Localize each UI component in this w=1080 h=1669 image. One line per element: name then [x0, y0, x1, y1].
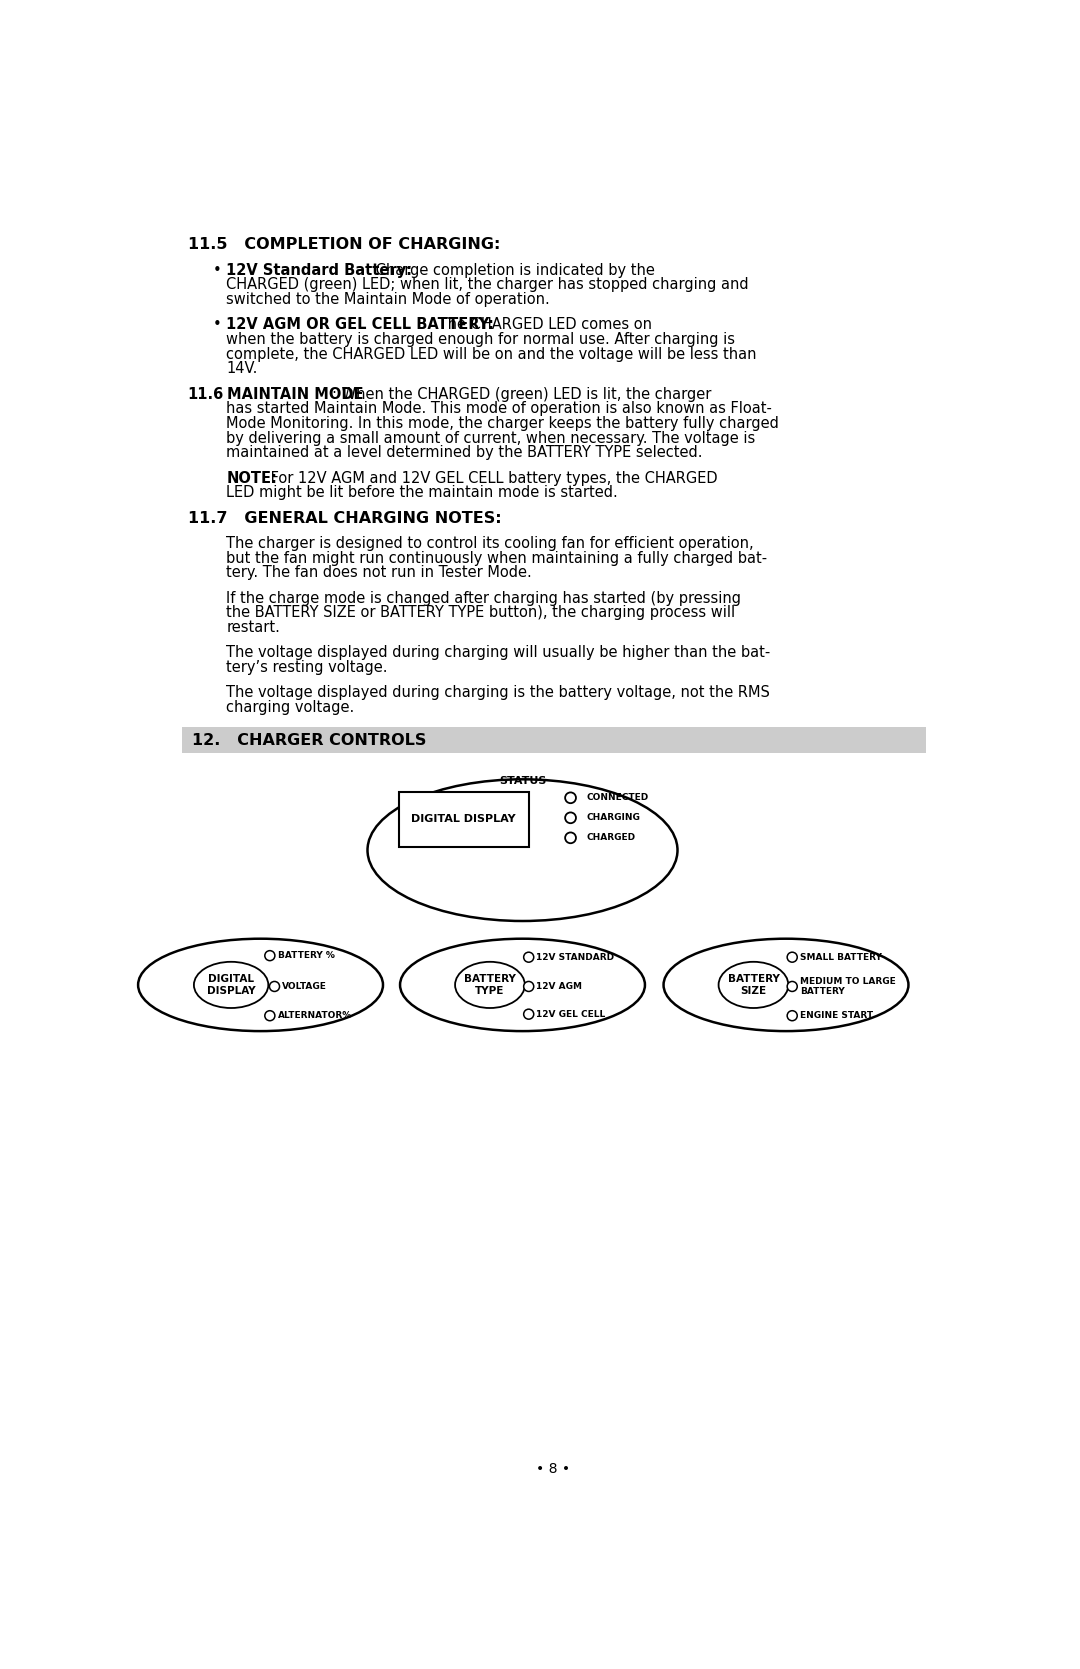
Text: SMALL BATTERY: SMALL BATTERY	[800, 953, 882, 961]
Ellipse shape	[455, 961, 525, 1008]
Text: The CHARGED LED comes on: The CHARGED LED comes on	[434, 317, 652, 332]
Text: 11.7   GENERAL CHARGING NOTES:: 11.7 GENERAL CHARGING NOTES:	[188, 511, 501, 526]
Text: BATTERY
SIZE: BATTERY SIZE	[728, 975, 780, 996]
Text: but the fan might run continuously when maintaining a fully charged bat-: but the fan might run continuously when …	[227, 551, 768, 566]
Ellipse shape	[663, 938, 908, 1031]
Text: 12V GEL CELL: 12V GEL CELL	[537, 1010, 606, 1018]
Text: 12V AGM: 12V AGM	[537, 981, 582, 991]
Text: restart.: restart.	[227, 619, 281, 634]
Text: maintained at a level determined by the BATTERY TYPE selected.: maintained at a level determined by the …	[227, 446, 703, 461]
Text: tery. The fan does not run in Tester Mode.: tery. The fan does not run in Tester Mod…	[227, 566, 532, 581]
Text: BATTERY
TYPE: BATTERY TYPE	[464, 975, 516, 996]
Circle shape	[270, 981, 280, 991]
Text: If the charge mode is changed after charging has started (by pressing: If the charge mode is changed after char…	[227, 591, 742, 606]
Text: CHARGED: CHARGED	[586, 833, 635, 843]
Circle shape	[565, 833, 576, 843]
Text: CHARGING: CHARGING	[586, 813, 640, 823]
Text: For 12V AGM and 12V GEL CELL battery types, the CHARGED: For 12V AGM and 12V GEL CELL battery typ…	[266, 471, 717, 486]
Text: STATUS: STATUS	[499, 776, 546, 786]
Text: when the battery is charged enough for normal use. After charging is: when the battery is charged enough for n…	[227, 332, 735, 347]
Text: BATTERY %: BATTERY %	[278, 951, 335, 960]
Circle shape	[565, 813, 576, 823]
Text: 12V AGM OR GEL CELL BATTERY:: 12V AGM OR GEL CELL BATTERY:	[227, 317, 495, 332]
Text: : When the CHARGED (green) LED is lit, the charger: : When the CHARGED (green) LED is lit, t…	[333, 387, 712, 402]
Text: by delivering a small amount of current, when necessary. The voltage is: by delivering a small amount of current,…	[227, 431, 756, 446]
Circle shape	[524, 1010, 534, 1020]
Text: tery’s resting voltage.: tery’s resting voltage.	[227, 659, 388, 674]
Circle shape	[787, 1011, 797, 1021]
Ellipse shape	[138, 938, 383, 1031]
FancyBboxPatch shape	[399, 791, 529, 848]
Text: The voltage displayed during charging will usually be higher than the bat-: The voltage displayed during charging wi…	[227, 646, 771, 661]
Text: ENGINE START: ENGINE START	[800, 1011, 873, 1020]
Ellipse shape	[718, 961, 788, 1008]
Ellipse shape	[400, 938, 645, 1031]
Text: DIGITAL
DISPLAY: DIGITAL DISPLAY	[206, 975, 255, 996]
Text: The charger is designed to control its cooling fan for efficient operation,: The charger is designed to control its c…	[227, 536, 754, 551]
Text: VOLTAGE: VOLTAGE	[282, 981, 327, 991]
Text: MEDIUM TO LARGE
BATTERY: MEDIUM TO LARGE BATTERY	[800, 976, 895, 996]
Text: 14V.: 14V.	[227, 361, 258, 376]
Circle shape	[524, 953, 534, 963]
Circle shape	[524, 981, 534, 991]
Text: Mode Monitoring. In this mode, the charger keeps the battery fully charged: Mode Monitoring. In this mode, the charg…	[227, 416, 780, 431]
Text: The voltage displayed during charging is the battery voltage, not the RMS: The voltage displayed during charging is…	[227, 686, 770, 701]
Text: switched to the Maintain Mode of operation.: switched to the Maintain Mode of operati…	[227, 292, 550, 307]
Text: MAINTAIN MODE: MAINTAIN MODE	[227, 387, 363, 402]
Text: complete, the CHARGED LED will be on and the voltage will be less than: complete, the CHARGED LED will be on and…	[227, 347, 757, 362]
Circle shape	[787, 981, 797, 991]
Circle shape	[265, 951, 275, 961]
Text: Charge completion is indicated by the: Charge completion is indicated by the	[370, 262, 654, 277]
Text: CHARGED (green) LED; when lit, the charger has stopped charging and: CHARGED (green) LED; when lit, the charg…	[227, 277, 750, 292]
Text: 12V Standard Battery:: 12V Standard Battery:	[227, 262, 413, 277]
Text: 12.   CHARGER CONTROLS: 12. CHARGER CONTROLS	[191, 733, 426, 748]
Text: has started Maintain Mode. This mode of operation is also known as Float-: has started Maintain Mode. This mode of …	[227, 401, 772, 416]
Text: DIGITAL DISPLAY: DIGITAL DISPLAY	[411, 814, 516, 824]
FancyBboxPatch shape	[181, 728, 926, 753]
Circle shape	[265, 1011, 275, 1021]
Text: ALTERNATOR%: ALTERNATOR%	[278, 1011, 352, 1020]
Circle shape	[565, 793, 576, 803]
Text: • 8 •: • 8 •	[537, 1462, 570, 1475]
Ellipse shape	[367, 779, 677, 921]
Text: •: •	[213, 317, 221, 332]
Text: •: •	[213, 262, 221, 277]
Text: NOTE:: NOTE:	[227, 471, 278, 486]
Text: 12V STANDARD: 12V STANDARD	[537, 953, 615, 961]
Ellipse shape	[194, 961, 268, 1008]
Text: charging voltage.: charging voltage.	[227, 699, 354, 714]
Text: LED might be lit before the maintain mode is started.: LED might be lit before the maintain mod…	[227, 486, 618, 501]
Circle shape	[787, 953, 797, 963]
Text: the BATTERY SIZE or BATTERY TYPE button), the charging process will: the BATTERY SIZE or BATTERY TYPE button)…	[227, 606, 735, 621]
Text: 11.6: 11.6	[188, 387, 224, 402]
Text: CONNECTED: CONNECTED	[586, 793, 648, 803]
Text: 11.5   COMPLETION OF CHARGING:: 11.5 COMPLETION OF CHARGING:	[188, 237, 500, 252]
